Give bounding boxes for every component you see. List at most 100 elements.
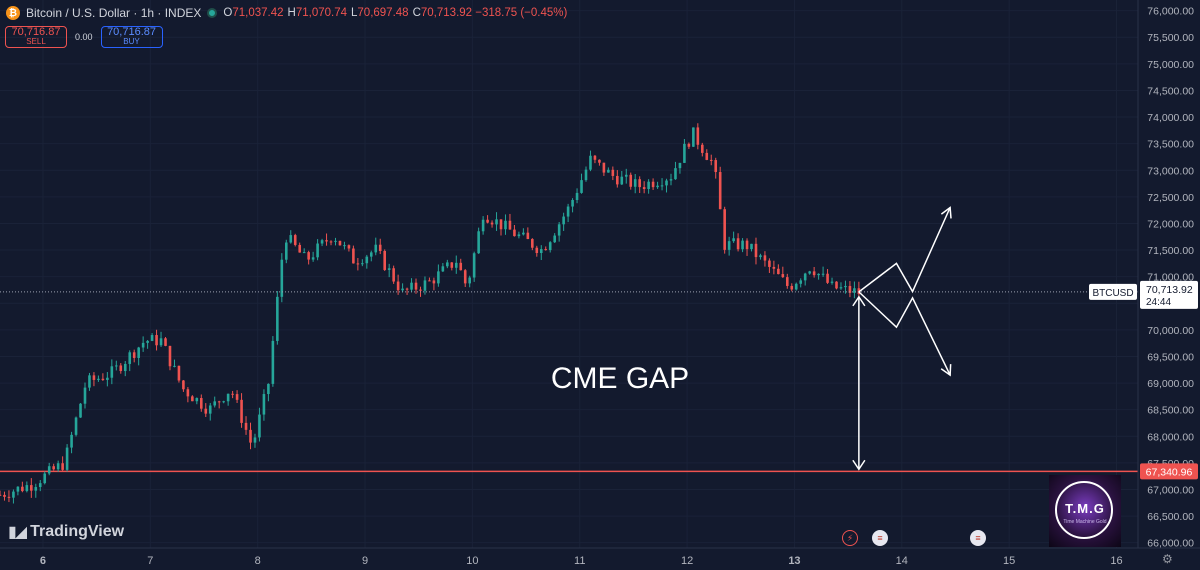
candle-body (405, 288, 409, 290)
candle-body (101, 378, 105, 380)
candle-body (709, 159, 713, 161)
candle-body (656, 185, 659, 188)
candle-body (772, 266, 776, 269)
annotations: CME GAP (551, 206, 952, 471)
grid (0, 0, 1138, 548)
candle-body (620, 176, 624, 185)
candle-body (284, 242, 288, 260)
current-price-label: 70,713.92 (1146, 284, 1193, 296)
candle-body (692, 127, 695, 147)
chart-header: ₿ Bitcoin / U.S. Dollar · 1h · INDEX O71… (6, 4, 567, 22)
candle-body (110, 366, 114, 378)
candle-body (410, 282, 413, 290)
candle-body (701, 144, 704, 153)
sell-button[interactable]: 70,716.87 SELL (5, 26, 67, 48)
candle-body (535, 247, 539, 253)
candle-body (267, 383, 270, 395)
candle-body (293, 235, 297, 245)
candle-body (164, 338, 167, 346)
candle-body (307, 252, 310, 260)
candle-body (88, 375, 91, 388)
time-axis[interactable]: 6 7 8 9 10 11 12 13 14 15 16 (0, 547, 1200, 567)
projection-down-path (858, 291, 951, 376)
candle-body (115, 365, 118, 367)
candle-body (280, 259, 284, 297)
candle-body (602, 162, 606, 173)
candle-body (437, 271, 440, 284)
tradingview-logo[interactable]: ▮◢ TradingView (8, 522, 124, 542)
tmg-ring (1055, 481, 1113, 539)
y-tick-label: 69,000.00 (1147, 378, 1194, 390)
candle-body (378, 244, 382, 251)
candle-body (839, 287, 843, 289)
spread-value: 0.00 (75, 32, 93, 42)
candle-body (208, 405, 212, 414)
tradingview-wordmark: TradingView (30, 523, 125, 540)
cme-gap-label: CME GAP (551, 362, 689, 395)
candle-body (173, 365, 176, 367)
candle-body (338, 240, 342, 246)
candle-body (486, 219, 489, 223)
candle-body (575, 192, 579, 201)
candle-body (647, 181, 650, 190)
candle-body (736, 238, 740, 250)
ohlc-open-key: O (223, 7, 233, 19)
candle-body (450, 262, 454, 268)
x-tick-label: 14 (896, 555, 908, 567)
candle-body (0, 494, 2, 496)
us-flag-event-icon[interactable]: ≡ (872, 530, 888, 546)
candle-body (566, 206, 570, 217)
candle-body (132, 352, 136, 358)
candle-body (678, 162, 682, 169)
candle-body (763, 255, 767, 261)
candle-body (593, 155, 597, 160)
candle-body (79, 403, 82, 418)
candle-body (714, 160, 718, 173)
ohlc-close-key: C (412, 7, 421, 19)
gear-icon[interactable]: ⚙ (1162, 552, 1173, 566)
ohlc-low-key: L (351, 7, 358, 19)
candle-body (732, 238, 735, 242)
candle-body (830, 281, 834, 283)
candle-body (302, 252, 306, 254)
candle-body (387, 268, 391, 270)
candle-body (803, 273, 807, 281)
symbol-tag-label: BTCUSD (1092, 288, 1133, 299)
candle-body (231, 393, 234, 395)
candle-body (584, 169, 588, 181)
symbol-title[interactable]: Bitcoin / U.S. Dollar · 1h · INDEX (26, 6, 202, 20)
x-tick-label: 7 (147, 555, 153, 567)
candle-body (557, 224, 561, 236)
candle-body (633, 179, 637, 187)
candle-body (459, 262, 463, 271)
candle-body (249, 429, 252, 443)
candle-body (522, 232, 525, 235)
us-flag-event-icon[interactable]: ≡ (970, 530, 986, 546)
candle-body (217, 401, 221, 403)
candle-body (683, 143, 686, 163)
candle-body (195, 398, 199, 402)
buy-price: 70,716.87 (107, 26, 156, 38)
candle-body (343, 245, 346, 247)
candle-body (119, 365, 123, 372)
candle-body (432, 280, 436, 284)
candle-body (383, 250, 387, 270)
tmg-tagline: Time Machine Gold (1063, 519, 1107, 525)
price-axis[interactable]: 66,000.0066,500.0067,000.0067,500.0068,0… (1089, 0, 1200, 570)
buy-button[interactable]: 70,716.87 BUY (100, 26, 163, 48)
candle-body (562, 216, 565, 225)
candle-body (361, 263, 364, 265)
y-tick-label: 66,000.00 (1147, 538, 1194, 550)
candle-body (74, 417, 78, 435)
candle-body (240, 399, 243, 423)
candle-body (794, 283, 798, 290)
candle-body (454, 262, 458, 268)
sell-label: SELL (26, 37, 46, 46)
candle-body (481, 219, 485, 232)
lightning-event-icon[interactable]: ⚡ (842, 530, 858, 546)
y-tick-label: 73,000.00 (1147, 165, 1194, 177)
candle-body (531, 239, 534, 248)
candle-body (504, 220, 507, 230)
y-tick-label: 71,000.00 (1147, 272, 1194, 284)
